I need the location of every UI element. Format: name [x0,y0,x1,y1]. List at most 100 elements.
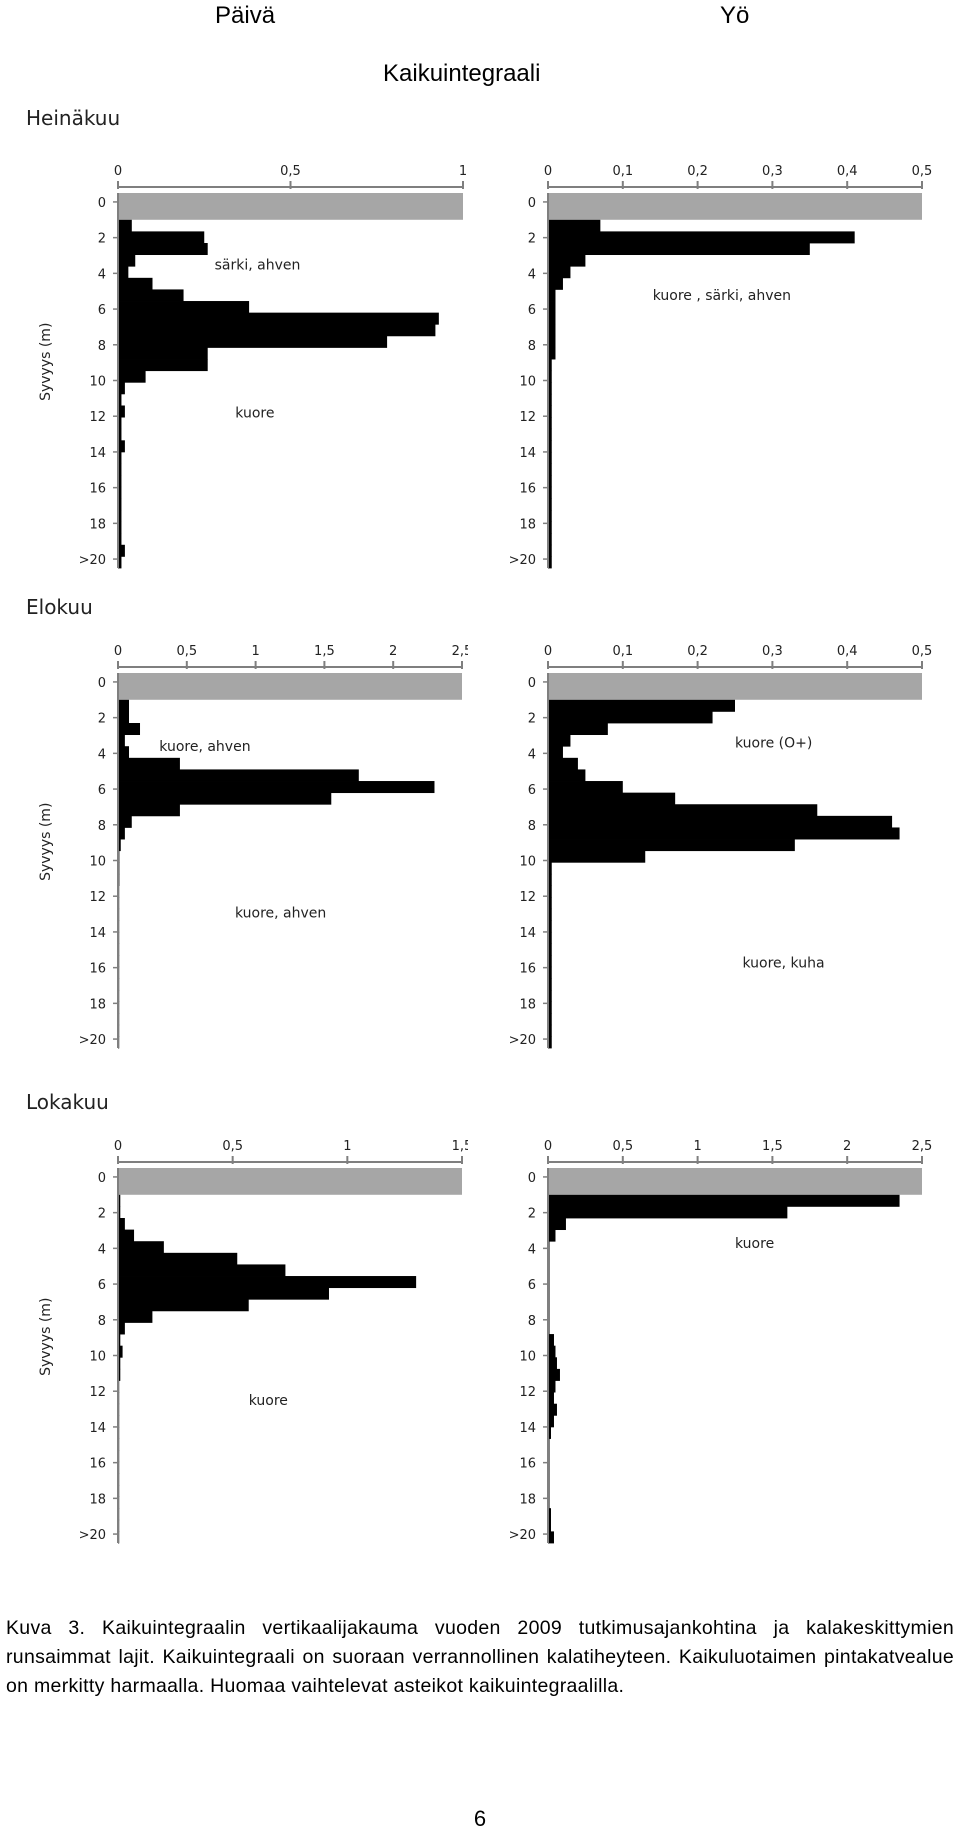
depth-bar [118,1206,121,1219]
depth-bar [548,486,552,499]
x-tick-label: 0 [544,644,552,659]
depth-bar [548,440,552,453]
depth-bar [548,312,556,325]
y-tick-label: 8 [528,1314,536,1329]
y-tick-label: 16 [89,962,106,977]
x-tick-label: 0,4 [837,644,858,659]
depth-bar [118,699,130,712]
x-tick-label: 1,5 [762,1139,783,1154]
depth-bar [118,1368,121,1381]
y-tick-label: 14 [519,446,536,461]
x-tick-label: 0,5 [280,164,301,179]
depth-bar [118,254,136,267]
depth-bar [548,289,556,302]
depth-bar [548,324,556,337]
depth-bar [548,1357,557,1370]
depth-bar [548,1519,551,1532]
depth-bar [548,1380,556,1393]
y-tick-label: 18 [519,1492,536,1507]
depth-bar [118,711,130,724]
depth-bar [548,966,552,979]
y-tick-label: 16 [89,482,106,497]
depth-bar [118,266,129,279]
depth-bar [118,219,132,232]
species-annotation: särki, ahven [215,257,301,273]
y-tick-label: 6 [98,783,106,798]
depth-bar [118,1334,121,1347]
figure-caption: Kuva 3. Kaikuintegraalin vertikaalijakau… [6,1617,954,1697]
y-tick-label: 14 [89,926,106,941]
y-tick-label: 2 [98,712,106,727]
depth-bar [118,1310,153,1323]
depth-bar [548,804,818,817]
y-tick-label: 0 [528,196,536,211]
y-tick-label: 6 [98,303,106,318]
x-tick-label: 0,5 [612,1139,633,1154]
column-header-day: Päivä [215,2,276,29]
depth-bar [118,440,125,453]
depth-bar [548,498,552,511]
y-tick-label: >20 [509,553,536,568]
y-tick-label: 18 [89,517,106,532]
depth-bar [548,989,552,1002]
y-tick-label: 16 [89,1457,106,1472]
depth-bar [118,781,435,794]
page-number: 6 [473,1806,487,1831]
depth-bar [548,451,552,464]
depth-bar [118,498,122,511]
depth-bar [548,405,552,418]
depth-bar [548,266,571,279]
y-tick-label: 14 [519,1421,536,1436]
x-tick-label: 0,1 [612,164,633,179]
surface-band [548,1168,922,1195]
depth-bar [118,451,122,464]
depth-bar [118,804,180,817]
y-tick-label: 4 [528,1242,536,1257]
depth-bar [548,1508,551,1521]
y-tick-label: >20 [79,1033,106,1048]
surface-band [548,673,922,700]
depth-bar [118,463,122,476]
depth-bar [548,382,552,395]
species-annotation: kuore, ahven [235,905,326,921]
x-tick-label: 0,3 [762,164,783,179]
x-tick-label: 0,3 [762,644,783,659]
depth-bar [118,509,122,522]
y-tick-label: 6 [528,1278,536,1293]
y-tick-label: 8 [98,819,106,834]
y-tick-label: 2 [98,232,106,247]
y-tick-label: 18 [519,997,536,1012]
y-tick-label: 4 [98,1242,106,1257]
depth-bar [118,1252,238,1265]
depth-bar [548,920,552,933]
y-tick-label: 2 [98,1207,106,1222]
depth-bar [118,347,208,360]
x-tick-label: 1,5 [314,644,335,659]
y-tick-label: 10 [519,1350,536,1365]
depth-bar [548,1229,556,1242]
depth-bar [548,873,552,886]
surface-band [118,193,463,220]
depth-bar [118,544,125,557]
y-tick-label: 10 [519,375,536,390]
y-tick-label: >20 [509,1033,536,1048]
y-tick-label: 6 [528,303,536,318]
depth-bar [118,734,125,747]
month-label-july: Heinäkuu [26,106,121,130]
y-tick-label: 16 [519,962,536,977]
depth-bar [118,1218,125,1231]
y-tick-label: 10 [89,375,106,390]
depth-bar [118,1194,121,1207]
x-tick-label: 0,4 [837,164,858,179]
depth-bar [548,359,552,372]
depth-bar [548,1206,788,1219]
y-tick-label: 16 [519,1457,536,1472]
chart-july-night: 0 0,1 0,2 0,3 0,4 0,5 0 2 4 6 8 10 12 14 16 18 >20 kuore … [509,164,932,569]
x-tick-label: 2 [389,644,397,659]
y-tick-label: 12 [519,1385,536,1400]
depth-bar [548,723,608,736]
depth-bar [118,405,125,418]
column-header-night: Yö [720,2,750,29]
x-tick-label: 0 [544,164,552,179]
surface-band [118,1168,462,1195]
